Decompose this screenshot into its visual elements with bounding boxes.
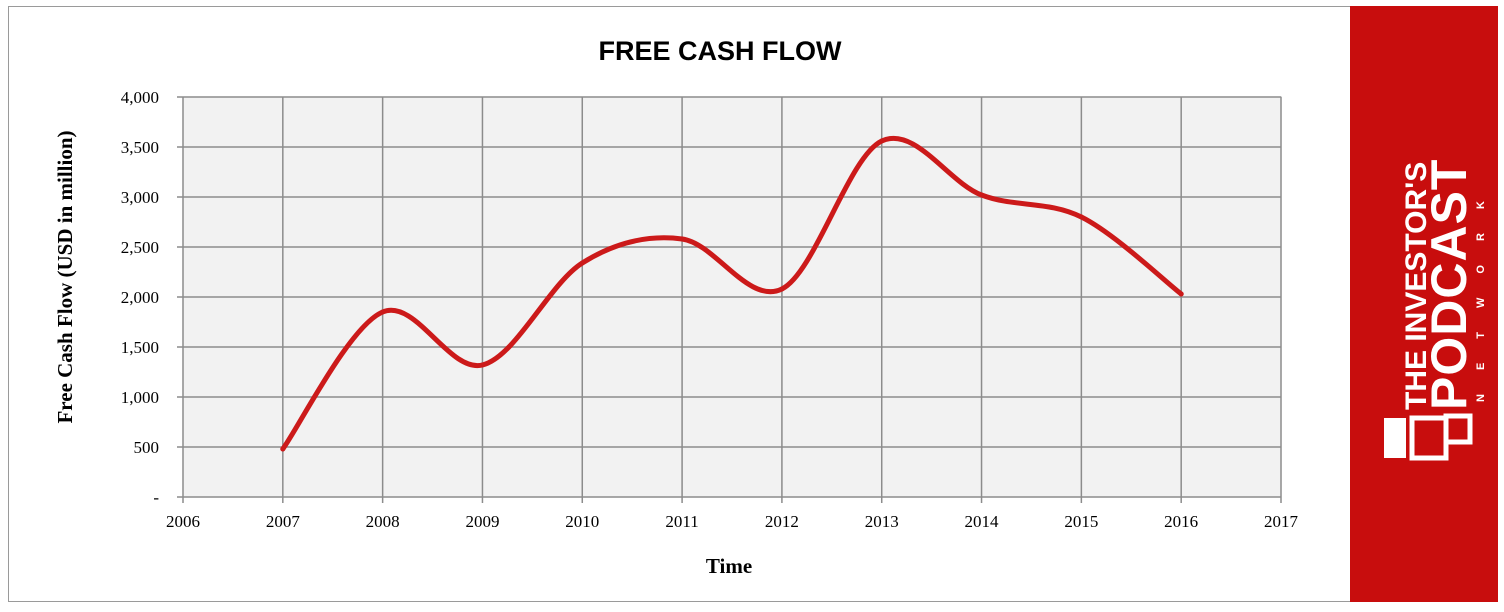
series-line-0: [280, 136, 1184, 452]
data-point: [779, 286, 785, 292]
y-tick-label: 1,500: [121, 338, 159, 357]
x-tick-label: 2011: [665, 512, 698, 531]
chart-title: FREE CASH FLOW: [599, 36, 843, 66]
y-tick-label: 3,500: [121, 138, 159, 157]
x-tick-label: 2009: [465, 512, 499, 531]
x-tick-label: 2012: [765, 512, 799, 531]
y-axis-title: Free Cash Flow (USD in million): [53, 130, 77, 423]
x-axis-title: Time: [706, 554, 752, 578]
y-tick-label: 4,000: [121, 88, 159, 107]
data-point: [280, 446, 286, 452]
y-tick-label: 2,000: [121, 288, 159, 307]
x-tick-label: 2010: [565, 512, 599, 531]
y-tick-label: 1,000: [121, 388, 159, 407]
brand-line-2: PODCAST: [1421, 159, 1477, 410]
brand-line-1: THE INVESTOR'S: [1400, 162, 1433, 410]
y-tick-label: 500: [134, 438, 160, 457]
y-tick-label: 3,000: [121, 188, 159, 207]
x-tick-label: 2008: [366, 512, 400, 531]
x-tick-label: 2017: [1264, 512, 1299, 531]
series-layer: [280, 136, 1184, 452]
x-tick-label: 2007: [266, 512, 301, 531]
y-tick-label: 2,500: [121, 238, 159, 257]
data-point: [1078, 214, 1084, 220]
brand-line-3: NETWORK: [1475, 177, 1487, 402]
grid-lines: [177, 96, 1282, 503]
data-point: [679, 236, 685, 242]
tick-labels: 2006 2007 2008 2009 2010 2011 2012 2013 2014 2015…: [121, 88, 1299, 531]
brand-panel: THE INVESTOR'S PODCAST NETWORK: [1350, 6, 1498, 602]
data-point: [380, 309, 386, 315]
x-tick-label: 2006: [166, 512, 200, 531]
data-point: [479, 362, 485, 368]
x-tick-label: 2016: [1164, 512, 1198, 531]
y-tick-label: -: [153, 488, 159, 507]
brand-logo: THE INVESTOR'S PODCAST NETWORK: [1384, 159, 1487, 461]
data-point: [879, 138, 885, 144]
data-point: [1178, 291, 1184, 297]
x-tick-label: 2015: [1064, 512, 1098, 531]
x-tick-label: 2013: [865, 512, 899, 531]
x-tick-label: 2014: [965, 512, 1000, 531]
tip-logo-icon: [1384, 413, 1473, 461]
data-point: [979, 192, 985, 198]
data-point: [579, 260, 585, 266]
